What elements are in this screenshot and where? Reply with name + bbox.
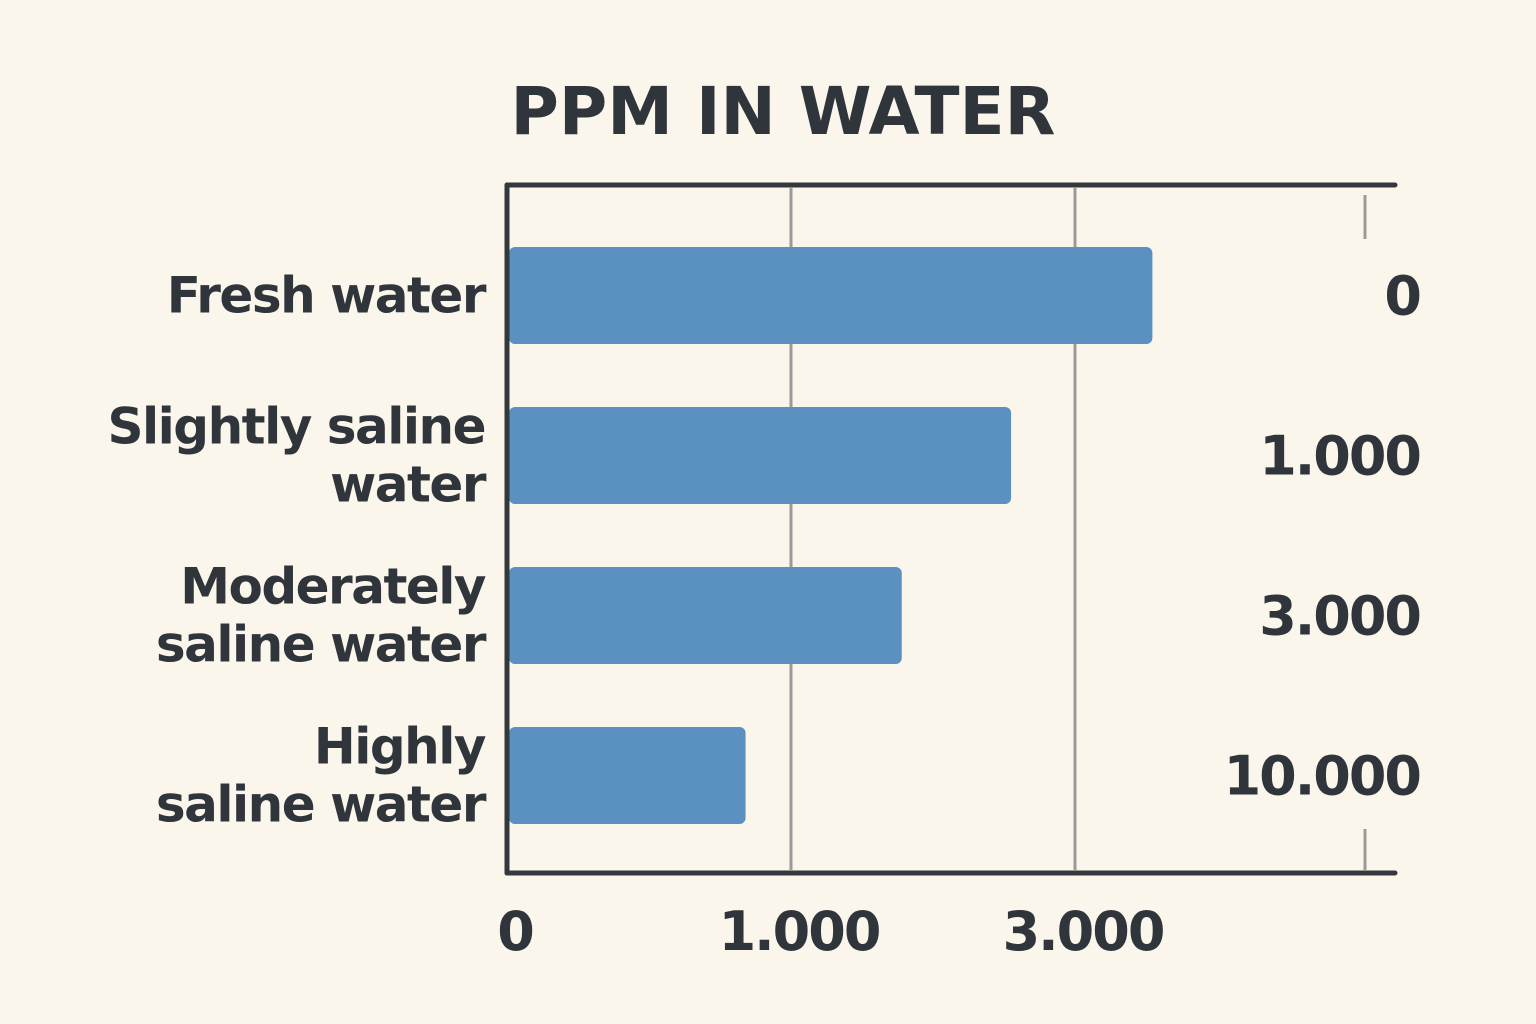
value-annotation: 3.000 bbox=[1259, 585, 1420, 648]
bar-0 bbox=[509, 247, 1153, 344]
x-tick-label: 3.000 bbox=[1003, 900, 1164, 963]
x-tick-label: 0 bbox=[497, 900, 533, 963]
value-annotation: 10.000 bbox=[1224, 745, 1420, 808]
value-annotation: 0 bbox=[1384, 265, 1420, 328]
category-label: water bbox=[330, 456, 487, 514]
chart-title: PPM IN WATER bbox=[511, 73, 1056, 150]
x-tick-label: 1.000 bbox=[719, 900, 880, 963]
bar-2 bbox=[509, 567, 902, 664]
category-label: saline water bbox=[156, 776, 487, 834]
category-label: Moderately bbox=[180, 558, 486, 616]
category-label: Slightly saline bbox=[108, 398, 486, 456]
bar-3 bbox=[509, 727, 746, 824]
category-label: saline water bbox=[156, 616, 487, 674]
bar-1 bbox=[509, 407, 1012, 504]
value-annotation: 1.000 bbox=[1259, 425, 1420, 488]
category-label: Highly bbox=[314, 718, 486, 776]
category-label: Fresh water bbox=[167, 267, 487, 325]
